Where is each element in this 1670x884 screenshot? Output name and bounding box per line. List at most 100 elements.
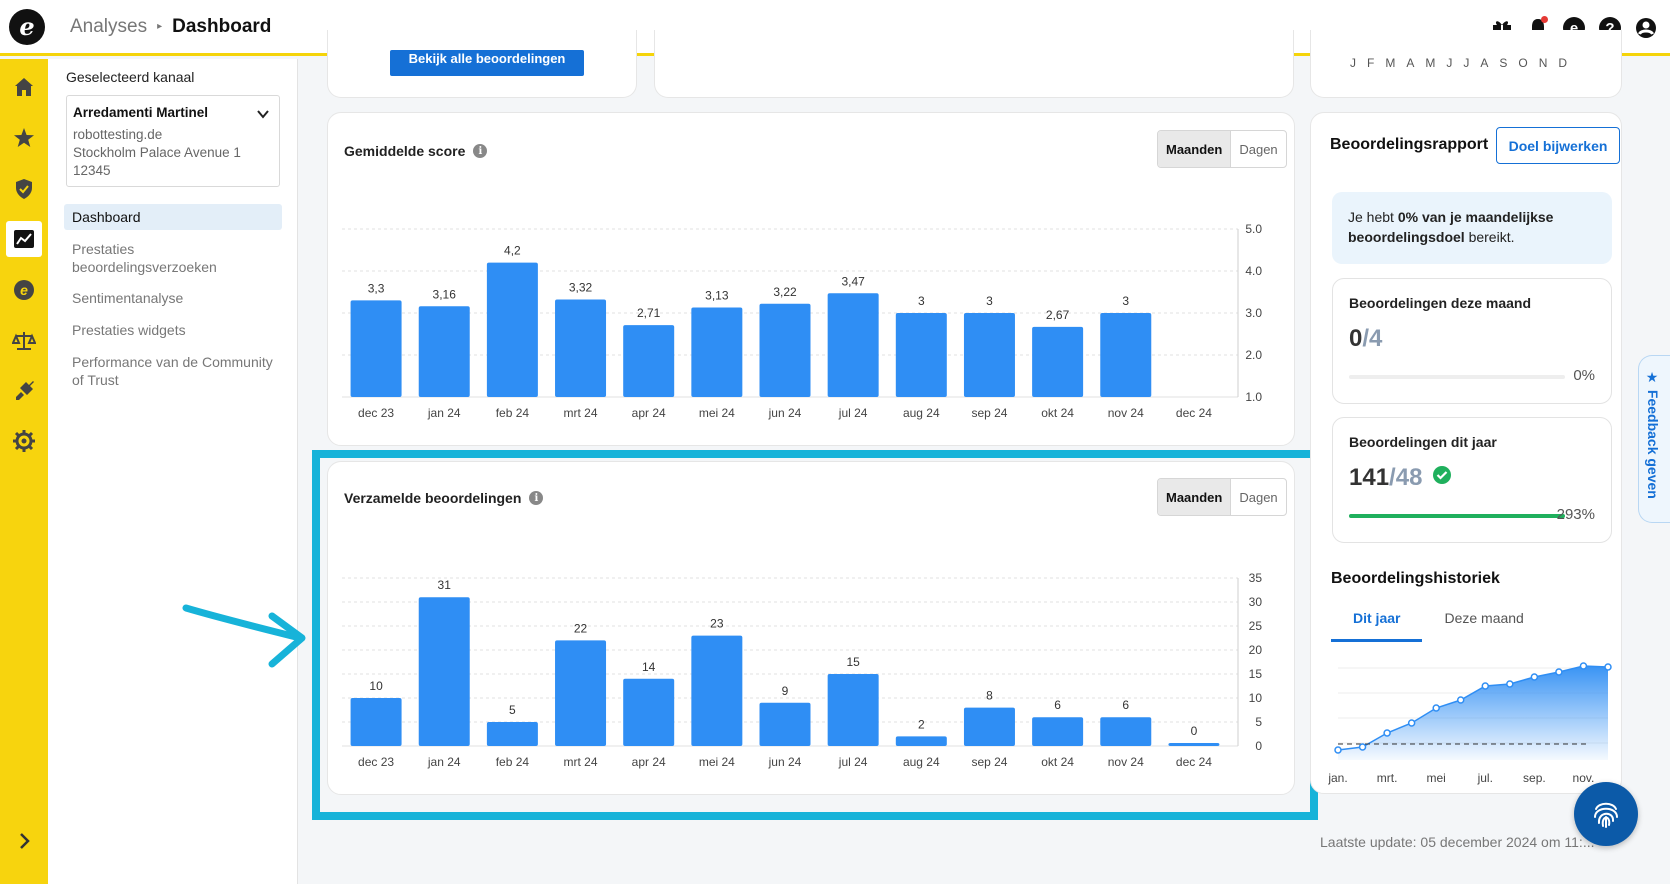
data-label: 23 [710, 617, 724, 631]
days-toggle-button[interactable]: Dagen [1239, 141, 1278, 157]
month-initial: M [1425, 56, 1436, 70]
x-tick-label: nov 24 [1108, 755, 1144, 769]
chevron-down-icon[interactable] [255, 106, 271, 127]
history-point[interactable] [1579, 662, 1588, 670]
history-point[interactable] [1334, 746, 1342, 754]
month-initial: N [1538, 56, 1548, 70]
nav-item-widget-performance[interactable]: Prestaties widgets [72, 322, 186, 338]
bar[interactable] [759, 702, 811, 746]
fingerprint-button[interactable] [1574, 782, 1638, 846]
analytics-icon[interactable] [6, 221, 42, 257]
bar[interactable] [418, 597, 470, 746]
plugin-icon[interactable] [8, 375, 40, 407]
bar[interactable] [759, 303, 811, 397]
bar[interactable] [555, 299, 607, 397]
x-tick-label: dec 24 [1176, 406, 1212, 420]
last-update-text: Laatste update: 05 december 2024 om 11:.… [1320, 834, 1595, 850]
reviews-this-year: Beoordelingen dit jaar 141/48 293% [1332, 417, 1612, 543]
bar[interactable] [350, 300, 402, 397]
bar[interactable] [827, 674, 879, 746]
months-toggle-button[interactable]: Maanden [1158, 479, 1232, 515]
shield-icon[interactable] [8, 173, 40, 205]
summary-card-middle [654, 30, 1294, 98]
sub-navigation: Geselecteerd kanaal Arredamenti Martinel… [48, 59, 298, 884]
feedback-tab[interactable]: ★ Feedback geven [1638, 355, 1670, 523]
bar[interactable] [1032, 326, 1084, 397]
month-initial: J [1463, 56, 1470, 70]
y-tick-label: 5 [1255, 715, 1262, 729]
bar[interactable] [691, 307, 743, 397]
history-point[interactable] [1407, 719, 1416, 727]
app-logo[interactable]: e [9, 8, 45, 45]
average-score-chart: 1.0 2.0 3.0 4.0 5.0 3,3 dec 23 3,16 jan 24 4,2 feb… [342, 222, 1262, 420]
nav-item-sentiment-analysis[interactable]: Sentimentanalyse [72, 290, 184, 306]
y-tick-label: 35 [1249, 571, 1263, 585]
bar[interactable] [1100, 717, 1152, 746]
x-tick-label: sep 24 [971, 406, 1007, 420]
x-tick-label: mrt. [1377, 771, 1398, 785]
bar[interactable] [486, 262, 538, 397]
bar[interactable] [486, 722, 538, 746]
year-progress-bar [1349, 514, 1565, 518]
view-all-reviews-button[interactable]: Bekijk alle beoordelingen [390, 50, 584, 76]
months-toggle-button[interactable]: Maanden [1158, 131, 1232, 167]
history-point[interactable] [1604, 663, 1612, 671]
tab-this-month[interactable]: Deze maand [1444, 610, 1524, 626]
channel-selector[interactable]: Arredamenti Martinel robottesting.de Sto… [66, 95, 280, 187]
data-label: 3,22 [773, 285, 797, 299]
nav-item-community-of-trust[interactable]: Performance van de Community of Trust [72, 354, 273, 388]
x-tick-label: mei 24 [699, 755, 735, 769]
bar[interactable] [895, 313, 947, 397]
history-point[interactable] [1481, 682, 1490, 690]
y-tick-label: 10 [1249, 691, 1263, 705]
breadcrumb-separator-icon: ▸ [157, 21, 163, 32]
history-point[interactable] [1383, 729, 1391, 737]
reviews-this-month: Beoordelingen deze maand 0/4 0% [1332, 278, 1612, 404]
selected-channel-label: Geselecteerd kanaal [66, 69, 195, 85]
history-point[interactable] [1530, 673, 1539, 681]
bar[interactable] [418, 306, 470, 397]
summary-card-right [1310, 30, 1622, 98]
bar[interactable] [895, 736, 947, 746]
days-toggle-button[interactable]: Dagen [1239, 489, 1278, 505]
update-goal-button[interactable]: Doel bijwerken [1496, 127, 1620, 164]
settings-gear-icon[interactable] [8, 425, 40, 457]
legal-scale-icon[interactable] [8, 325, 40, 357]
info-icon[interactable]: i [473, 144, 488, 158]
data-label: 2,71 [637, 306, 661, 320]
tab-this-year[interactable]: Dit jaar [1331, 600, 1423, 642]
account-icon[interactable] [1634, 16, 1658, 40]
home-icon[interactable] [8, 71, 40, 103]
history-point[interactable] [1555, 668, 1563, 676]
bar[interactable] [350, 698, 402, 746]
nav-item-dashboard[interactable]: Dashboard [64, 204, 282, 230]
bar[interactable] [623, 678, 675, 746]
nav-item-review-request-performance[interactable]: Prestaties beoordelingsverzoeken [72, 241, 217, 275]
info-icon[interactable]: i [529, 491, 544, 505]
bar[interactable] [623, 325, 675, 397]
bar[interactable] [827, 293, 879, 397]
expand-chevron-icon[interactable] [8, 825, 40, 857]
data-label: 8 [986, 689, 993, 703]
history-point[interactable] [1432, 704, 1440, 712]
year-progress-percent: 293% [1556, 506, 1595, 523]
review-history-chart: jan. mrt. mei jul. sep. nov. [1327, 662, 1612, 785]
history-point[interactable] [1506, 680, 1514, 688]
bar[interactable] [691, 635, 743, 746]
y-tick-label: 20 [1249, 643, 1263, 657]
history-point[interactable] [1456, 696, 1465, 704]
bar[interactable] [555, 640, 607, 746]
bar[interactable] [1032, 717, 1084, 746]
trusted-icon[interactable]: e [8, 274, 40, 306]
star-icon[interactable] [8, 122, 40, 154]
bar[interactable] [963, 313, 1015, 397]
bar[interactable] [963, 707, 1015, 746]
data-label: 10 [369, 679, 383, 693]
channel-name: Arredamenti Martinel [73, 105, 209, 120]
breadcrumb-parent[interactable]: Analyses [70, 15, 148, 37]
data-label: 15 [846, 655, 860, 669]
bar[interactable] [1100, 313, 1152, 397]
bar[interactable] [1168, 743, 1220, 746]
history-point[interactable] [1358, 743, 1367, 751]
x-tick-label: aug 24 [903, 406, 940, 420]
